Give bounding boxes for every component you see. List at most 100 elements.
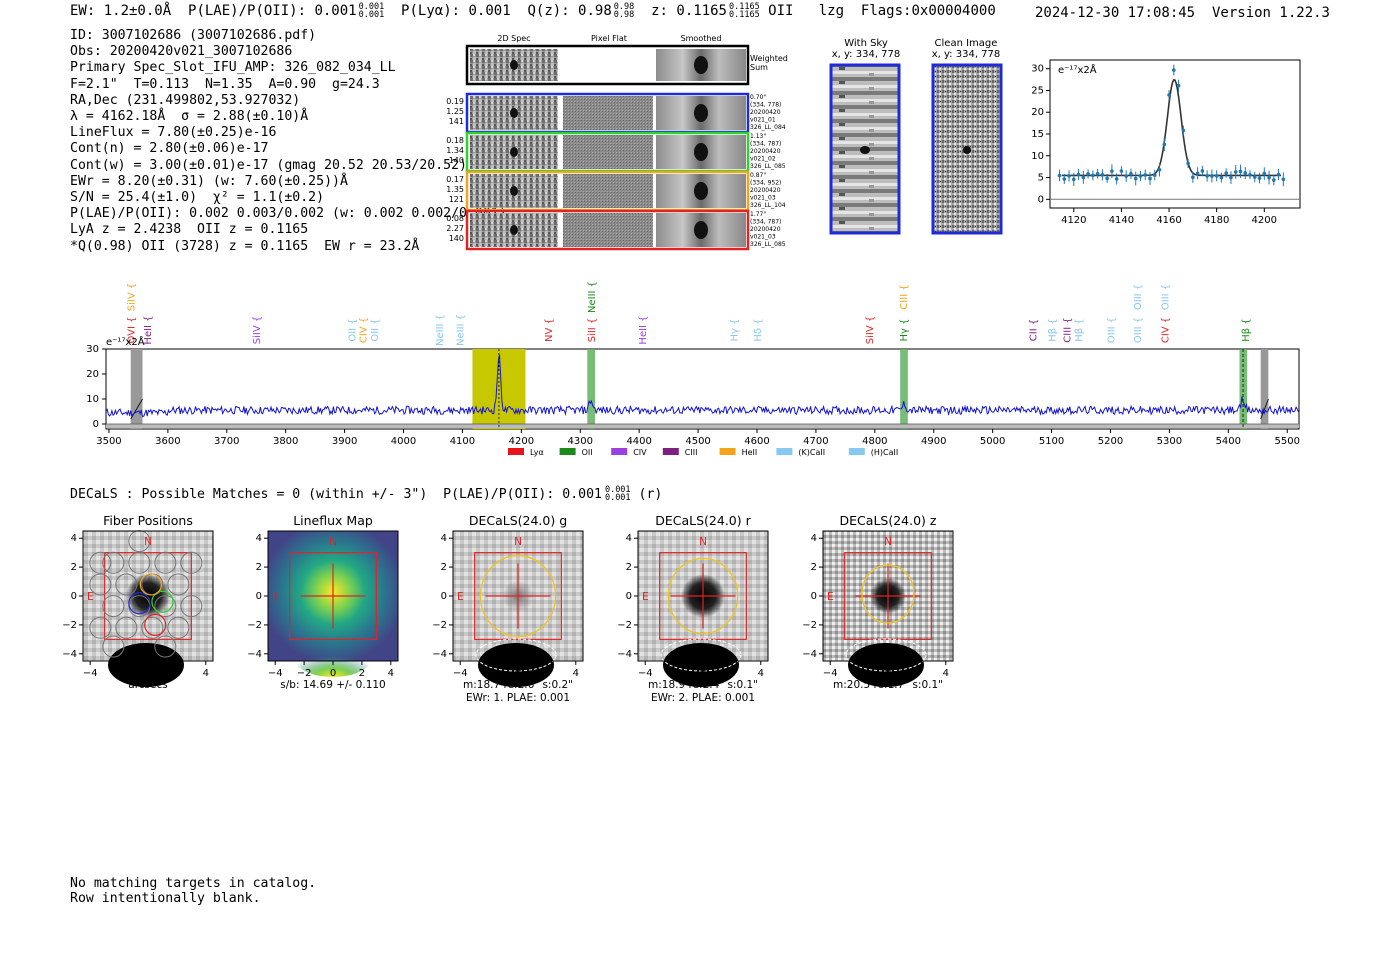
decals-panel-title: DECaLS(24.0) g — [469, 513, 567, 528]
spec2d-row-right-label: v021_01 — [750, 117, 776, 124]
decals-y-tick-label: −4 — [247, 649, 262, 660]
sky-cutouts — [829, 63, 1003, 235]
spec2d-row-right-label: v021_03 — [750, 234, 776, 241]
spectral-line-label: OVI { — [127, 316, 138, 343]
spectral-line-label: Hγ { — [729, 319, 740, 342]
search-box — [474, 552, 562, 640]
lineflux-secondary — [295, 641, 371, 677]
line-fit-axes — [1049, 59, 1301, 209]
aperture-ellipse — [667, 557, 739, 635]
fit-data-point — [1243, 171, 1248, 175]
info-sn-chi2: S/N = 25.4(±1.0) χ² = 1.1(±0.2) — [70, 190, 325, 206]
decals-x-tick-label: 2 — [174, 668, 180, 679]
fit-data-point — [1100, 172, 1105, 177]
fit-data-point — [1129, 171, 1133, 176]
decals-y-tick-label: 2 — [626, 562, 632, 573]
decals-x-tick-label: −4 — [823, 668, 838, 679]
north-label: N — [884, 536, 892, 548]
fit-data-point — [1224, 171, 1228, 175]
fit-data-point — [1124, 174, 1128, 178]
spectrum-curve — [105, 354, 1299, 418]
spec2d-row-right-label: 20200420 — [750, 148, 781, 155]
fiber-circle-highlighted — [128, 592, 151, 615]
spectral-line-label: SiIV { — [865, 316, 876, 344]
decals-panel-title: DECaLS(24.0) r — [655, 513, 751, 528]
fit-y-tick-label: 5 — [1038, 173, 1044, 184]
plae-value: P(LAE)/P(OII): 0.001 — [188, 3, 357, 19]
decals-panel-caption: m:18.9 re:2.4" s:0.1" — [648, 679, 758, 691]
decals-x-tick-label: 0 — [885, 668, 891, 679]
spec2d-row-right-label: 20200420 — [750, 226, 781, 233]
spec2d-row-right-label: 326_LL_085 — [750, 241, 786, 248]
spec-x-tick-label: 4400 — [626, 436, 651, 447]
legend-label: Lyα — [530, 448, 544, 457]
qz-lo: 0.98 — [613, 10, 635, 20]
info-lineflux: LineFlux = 7.80(±0.25)e-16 — [70, 125, 277, 141]
fit-data-point — [1248, 173, 1252, 177]
spec2d-row-right-label: v021_03 — [750, 195, 776, 202]
fit-data-point — [1205, 174, 1209, 178]
col-pixel-flat: Pixel Flat — [591, 34, 627, 43]
with-sky-title: With Sky — [844, 38, 888, 49]
spec2d-row-right-label: 20200420 — [750, 187, 781, 194]
spectral-line-label: OIII { — [1133, 284, 1144, 310]
spec2d-row-left-label: 0.19 — [446, 97, 464, 106]
spectral-line-label: SiIV { — [127, 283, 138, 311]
fit-y-tick-label: 20 — [1031, 107, 1044, 118]
spec2d-row-left-label: 0.08 — [446, 214, 464, 223]
spectral-line-label: HeII { — [638, 315, 649, 344]
spectral-line-label: CII { — [1029, 319, 1040, 341]
spec-x-tick-label: 5500 — [1274, 436, 1299, 447]
spectral-line-label: CIII { — [1062, 317, 1073, 342]
legend-label: (H)CaII — [871, 448, 898, 457]
spectral-line-label: Hβ { — [1241, 318, 1252, 341]
fit-data-point — [1167, 93, 1171, 97]
decals-panels: Fiber Positions N E −4 −4 −2 −2 0 0 2 2 4 4 arcsecs Li… — [62, 513, 954, 704]
east-label: E — [87, 591, 94, 603]
decals-panel-title: Fiber Positions — [103, 513, 193, 528]
lzg-flag: lzg — [818, 3, 845, 19]
spec2d-row-smoothed-source — [694, 104, 708, 122]
decals-y-tick-label: −2 — [432, 620, 447, 631]
decals-x-tick-label: −4 — [83, 668, 98, 679]
spectral-line-label: OII { — [370, 318, 381, 341]
decals-y-tick-label: 4 — [626, 533, 632, 544]
fit-data-point — [1267, 175, 1271, 180]
spec-x-tick-label: 5000 — [980, 436, 1005, 447]
weighted-label-2: Sum — [750, 63, 768, 72]
search-box — [659, 552, 747, 640]
east-label: E — [272, 591, 279, 603]
spec2d-row-right-label: 326_LL_085 — [750, 163, 786, 170]
decals-x-tick-label: 4 — [943, 668, 949, 679]
decals-x-tick-label: −4 — [453, 668, 468, 679]
spectral-line-label: CIV { — [358, 317, 369, 343]
decals-x-tick-label: 4 — [203, 668, 209, 679]
fit-data-point — [1119, 169, 1124, 173]
fiber-circle — [167, 616, 190, 639]
search-box — [844, 552, 932, 640]
sky-residual-band — [106, 424, 1299, 428]
full-spectrum-plot: SiIV {OVI {HeII {SiIV {OII {CIV {OII {Ne… — [86, 281, 1300, 457]
east-label: E — [642, 591, 649, 603]
spec2d-row-left-label: 1.25 — [446, 107, 464, 116]
fiber-circle — [180, 551, 203, 574]
search-box — [289, 552, 377, 640]
weighted-smoothed-source — [694, 56, 708, 74]
spec-x-tick-label: 5100 — [1039, 436, 1064, 447]
fit-data-point — [1219, 175, 1224, 180]
decals-y-tick-label: −2 — [802, 620, 817, 631]
neighbor-source — [478, 643, 554, 687]
with-sky-source — [860, 146, 870, 154]
spec2d-row-right-label: (334, 952) — [750, 180, 781, 187]
clean-image-xy: x, y: 334, 778 — [931, 49, 1001, 60]
fiber-circle-highlighted — [151, 590, 174, 613]
decals-y-tick-label: 0 — [441, 591, 447, 602]
fit-data-point — [1138, 174, 1143, 178]
decals-y-tick-label: −4 — [802, 649, 817, 660]
fit-model-curve — [1061, 78, 1281, 177]
decals-y-tick-label: 2 — [71, 562, 77, 573]
decals-x-tick-label: −2 — [112, 668, 127, 679]
spec2d-row-smoothed-source — [694, 182, 708, 200]
